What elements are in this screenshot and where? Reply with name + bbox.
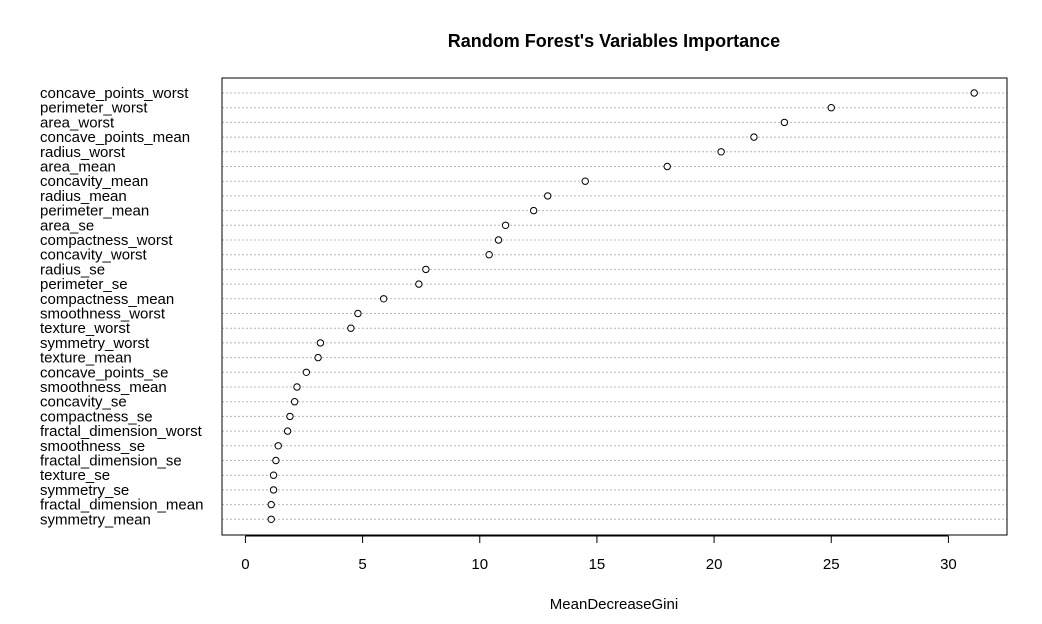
variable-label: texture_mean (40, 350, 132, 367)
data-point (415, 280, 423, 288)
x-tick-label: 20 (706, 556, 723, 573)
variable-label: compactness_mean (40, 291, 174, 308)
x-axis-label: MeanDecreaseGini (550, 596, 678, 613)
variable-label: perimeter_worst (40, 100, 148, 117)
data-point (314, 353, 322, 362)
data-point (970, 89, 978, 97)
data-point (354, 309, 362, 318)
variable-label: concavity_mean (40, 173, 148, 190)
grid-lines (222, 92, 1007, 520)
variable-label: texture_se (40, 467, 110, 484)
data-point (272, 456, 280, 465)
data-point (293, 383, 301, 391)
data-point (827, 104, 835, 112)
data-point (544, 192, 552, 200)
data-point (501, 221, 510, 230)
variable-label: radius_worst (40, 144, 126, 161)
x-tick-label: 10 (471, 556, 488, 573)
data-point (750, 133, 758, 141)
data-point (302, 368, 311, 376)
x-tick-label: 5 (358, 556, 366, 573)
data-point (290, 398, 299, 406)
variable-label: concavity_se (40, 394, 127, 411)
plot-area (221, 77, 1008, 536)
data-point (485, 251, 493, 259)
x-tick-label: 25 (823, 556, 840, 573)
data-point (267, 515, 275, 523)
variable-label: smoothness_se (40, 438, 145, 455)
data-point (283, 427, 292, 435)
data-point (316, 339, 325, 347)
variable-label: fractal_dimension_worst (40, 423, 203, 440)
x-tick-label: 0 (241, 556, 249, 573)
data-point (581, 177, 589, 185)
variable-label: texture_worst (40, 320, 131, 337)
variable-label: smoothness_mean (40, 379, 167, 396)
variable-label: concave_points_se (40, 364, 168, 381)
data-point (780, 118, 789, 127)
data-point (267, 500, 275, 509)
x-tick-label: 15 (589, 556, 606, 573)
variable-label: fractal_dimension_se (40, 453, 182, 470)
variable-label: perimeter_se (40, 276, 128, 293)
variable-label: concave_points_mean (40, 129, 190, 146)
variable-label: radius_mean (40, 188, 127, 205)
data-point (274, 442, 282, 450)
data-point (529, 206, 538, 215)
data-point (422, 265, 430, 274)
variable-label: symmetry_mean (40, 511, 151, 528)
variable-label: symmetry_se (40, 482, 129, 499)
data-point (717, 148, 725, 156)
variable-label: concave_points_worst (40, 85, 189, 102)
x-axis: 0 5 10 15 20 25 30 (241, 535, 957, 573)
variable-label: smoothness_worst (40, 306, 166, 323)
variable-label: area_mean (40, 159, 116, 176)
data-point (269, 486, 278, 494)
variable-label: symmetry_worst (40, 335, 150, 352)
data-point (347, 324, 355, 332)
variable-label: fractal_dimension_mean (40, 497, 203, 514)
variable-label: radius_se (40, 261, 105, 278)
variable-label: area_se (40, 217, 94, 234)
data-point (379, 295, 388, 303)
data-points (267, 89, 978, 523)
variable-label: perimeter_mean (40, 203, 149, 220)
chart-title: Random Forest's Variables Importance (448, 31, 780, 51)
variable-label: concavity_worst (40, 247, 148, 264)
variable-labels: concave_points_worstperimeter_worstarea_… (40, 85, 203, 528)
data-point (494, 236, 503, 244)
variable-label: area_worst (40, 114, 115, 131)
variable-label: compactness_worst (40, 232, 173, 249)
variable-label: compactness_se (40, 408, 153, 425)
data-point (286, 412, 294, 421)
x-tick-label: 30 (940, 556, 957, 573)
data-point (663, 162, 671, 171)
data-point (269, 471, 278, 479)
